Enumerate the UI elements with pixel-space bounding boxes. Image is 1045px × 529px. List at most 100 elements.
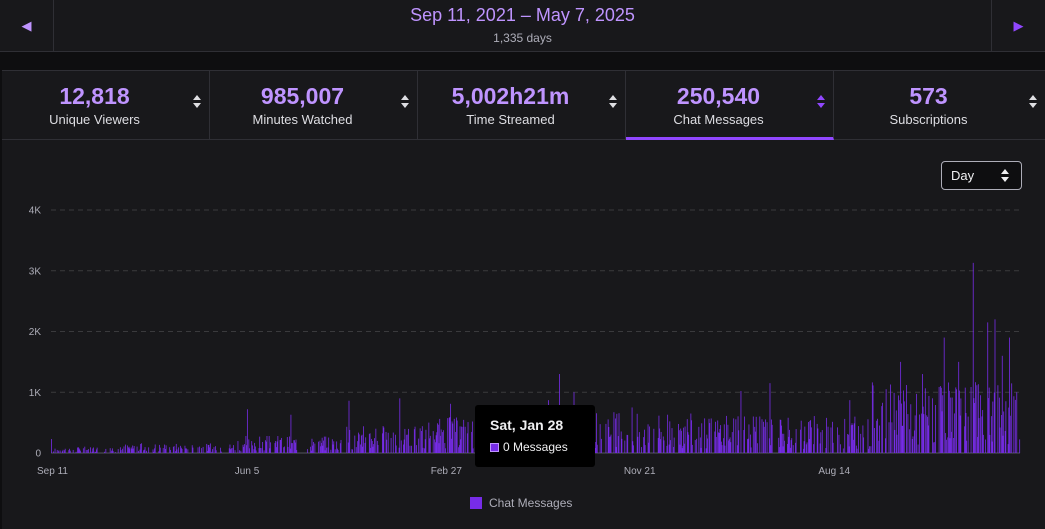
chart-bar[interactable] xyxy=(243,446,245,453)
chart-bar[interactable] xyxy=(413,429,415,453)
chart-bar[interactable] xyxy=(143,450,144,453)
sort-icon[interactable] xyxy=(401,95,410,111)
chart-bar[interactable] xyxy=(805,444,807,453)
chart-bar[interactable] xyxy=(78,448,80,453)
chart-bar[interactable] xyxy=(111,448,113,453)
chart-bar[interactable] xyxy=(202,446,204,453)
chart-bar[interactable] xyxy=(643,437,645,453)
chart-bar[interactable] xyxy=(830,427,832,453)
chart-legend[interactable]: Chat Messages xyxy=(470,496,572,510)
chart-bar[interactable] xyxy=(914,415,916,453)
chart-bar[interactable] xyxy=(425,429,427,453)
chart-bar[interactable] xyxy=(246,445,248,453)
chart-bar[interactable] xyxy=(680,428,682,453)
chart-bar[interactable] xyxy=(928,395,930,453)
chart-bar[interactable] xyxy=(231,448,232,453)
chart-bar[interactable] xyxy=(339,443,341,453)
chart-bar[interactable] xyxy=(747,439,748,453)
chart-bar[interactable] xyxy=(912,436,914,453)
chart-bar[interactable] xyxy=(972,262,974,453)
chart-bar[interactable] xyxy=(847,434,849,453)
chart-bar[interactable] xyxy=(922,406,924,453)
chart-bar[interactable] xyxy=(945,433,947,453)
chart-bar[interactable] xyxy=(173,446,175,453)
chart-bar[interactable] xyxy=(376,440,378,453)
chart-bar[interactable] xyxy=(289,436,290,453)
chart-bar[interactable] xyxy=(699,437,701,453)
chart-bar[interactable] xyxy=(974,403,976,453)
chart-bar[interactable] xyxy=(458,447,459,453)
chart-bar[interactable] xyxy=(244,444,245,453)
chart-bar[interactable] xyxy=(605,423,607,453)
chart-bar[interactable] xyxy=(842,448,844,453)
chart-bar[interactable] xyxy=(69,450,71,453)
previous-range-button[interactable]: ◀ xyxy=(0,0,54,51)
chart-bar[interactable] xyxy=(594,447,596,453)
chart-bar[interactable] xyxy=(851,423,853,453)
chart-bar[interactable] xyxy=(447,418,449,453)
chart-bar[interactable] xyxy=(698,426,700,453)
chart-bar[interactable] xyxy=(434,442,436,453)
chart-bar[interactable] xyxy=(987,322,989,453)
chart-bar[interactable] xyxy=(708,418,710,453)
chart-bar[interactable] xyxy=(644,429,645,453)
chart-bar[interactable] xyxy=(152,449,154,453)
chart-bar[interactable] xyxy=(390,437,392,453)
chart-bar[interactable] xyxy=(249,448,250,453)
chart-bar[interactable] xyxy=(293,440,295,453)
chart-bar[interactable] xyxy=(139,449,141,453)
chart-bar[interactable] xyxy=(370,447,372,453)
chart-bar[interactable] xyxy=(1003,411,1005,453)
chart-bar[interactable] xyxy=(259,436,261,453)
chart-bar[interactable] xyxy=(133,446,135,453)
chart-bar[interactable] xyxy=(90,447,91,453)
chart-bar[interactable] xyxy=(146,450,147,453)
chart-bar[interactable] xyxy=(233,445,234,453)
chart-bar[interactable] xyxy=(458,445,460,453)
chart-bar[interactable] xyxy=(119,447,121,453)
chart-bar[interactable] xyxy=(710,418,712,453)
chart-bar[interactable] xyxy=(448,417,450,453)
chart-bar[interactable] xyxy=(730,442,732,453)
chart-bar[interactable] xyxy=(405,434,407,453)
chart-bar[interactable] xyxy=(780,419,782,453)
chart-bar[interactable] xyxy=(819,443,821,453)
chart-bar[interactable] xyxy=(982,434,984,453)
chart-bar[interactable] xyxy=(806,442,808,453)
chart-bar[interactable] xyxy=(826,417,827,453)
chart-bar[interactable] xyxy=(884,438,886,453)
chart-bar[interactable] xyxy=(1005,401,1007,453)
chart-bar[interactable] xyxy=(1009,337,1010,453)
chart-bar[interactable] xyxy=(181,448,183,453)
chart-bar[interactable] xyxy=(451,421,453,453)
chart-bar[interactable] xyxy=(900,361,902,453)
chart-bar[interactable] xyxy=(336,448,338,453)
chart-bar[interactable] xyxy=(862,425,864,453)
chart-bar[interactable] xyxy=(895,410,897,453)
chart-bar[interactable] xyxy=(627,435,629,453)
chart-bar[interactable] xyxy=(445,448,446,453)
chart-bar[interactable] xyxy=(810,427,812,453)
chart-bar[interactable] xyxy=(771,419,772,453)
chart-bar[interactable] xyxy=(310,446,311,453)
chart-bar[interactable] xyxy=(358,434,360,453)
chart-bar[interactable] xyxy=(927,425,929,453)
chart-bar[interactable] xyxy=(186,448,187,453)
chart-bar[interactable] xyxy=(328,437,330,453)
chart-bar[interactable] xyxy=(1002,435,1004,453)
chart-bar[interactable] xyxy=(804,426,806,453)
chart-bar[interactable] xyxy=(1013,396,1015,453)
chart-bar[interactable] xyxy=(648,442,650,453)
chart-bar[interactable] xyxy=(998,397,1000,453)
chart-bar[interactable] xyxy=(96,449,97,453)
chart-bar[interactable] xyxy=(122,448,123,453)
chart-bar[interactable] xyxy=(199,446,200,453)
chart-bar[interactable] xyxy=(248,439,250,453)
chart-bar[interactable] xyxy=(180,445,181,453)
tab-minutes-watched[interactable]: 985,007 Minutes Watched xyxy=(210,71,418,140)
chart-bar[interactable] xyxy=(922,374,923,453)
chart-bar[interactable] xyxy=(212,449,213,453)
chart-bar[interactable] xyxy=(763,421,764,453)
chart-bar[interactable] xyxy=(340,439,342,453)
chart-bar[interactable] xyxy=(120,450,122,453)
